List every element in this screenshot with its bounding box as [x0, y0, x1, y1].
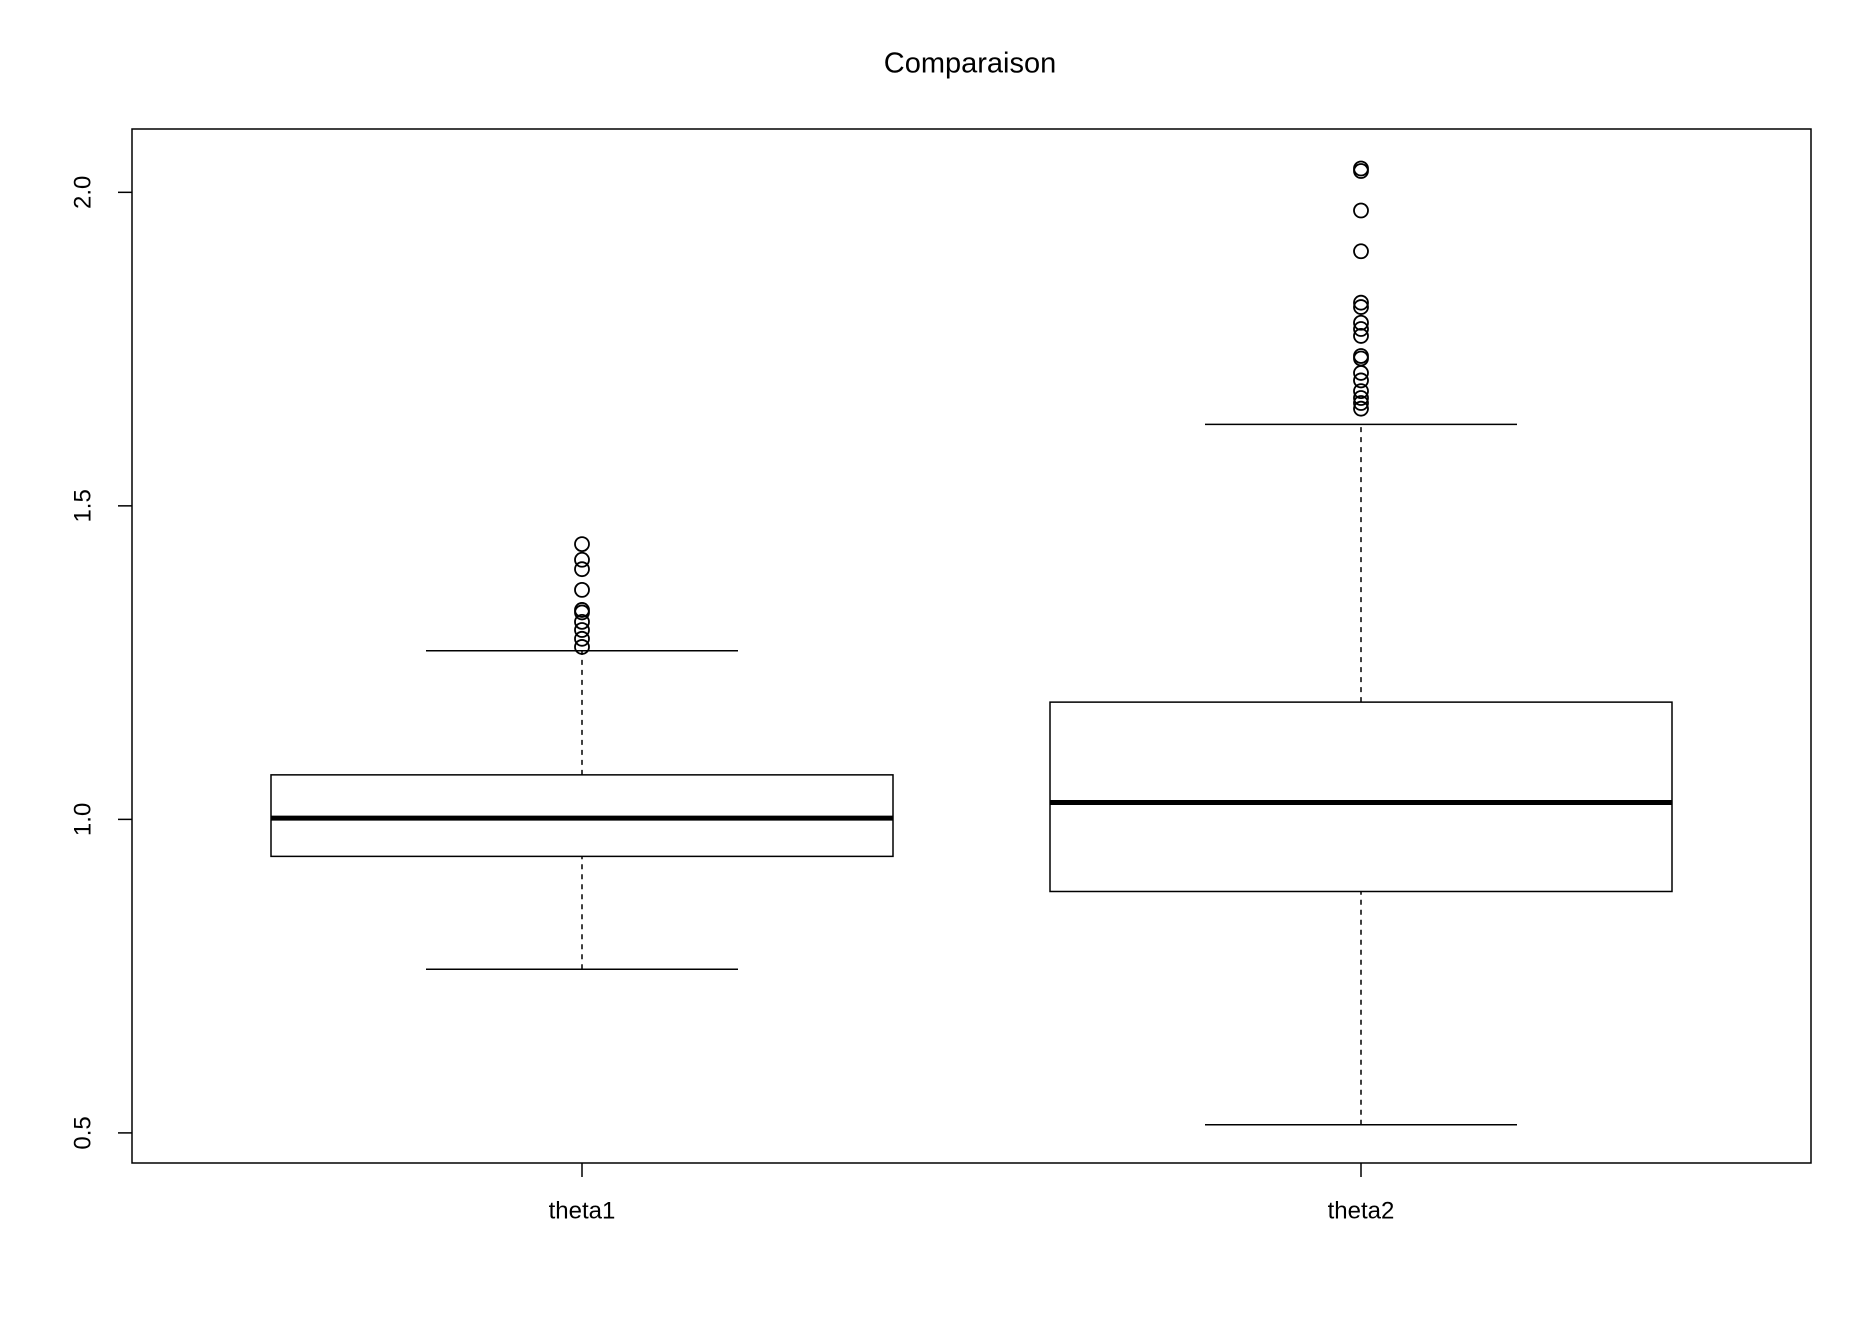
outlier	[1353, 372, 1369, 389]
outlier	[1353, 299, 1369, 315]
x-tick-label: theta2	[1328, 1197, 1395, 1224]
y-tick-label: 0.5	[69, 1116, 96, 1149]
outlier	[1353, 202, 1369, 219]
outlier	[1353, 294, 1369, 311]
outlier	[574, 561, 590, 578]
outlier	[574, 604, 590, 621]
outlier	[1353, 395, 1369, 411]
box	[1049, 701, 1673, 893]
box	[270, 774, 894, 858]
outlier	[1353, 365, 1369, 381]
y-tick-label: 1.5	[69, 489, 96, 522]
outlier	[574, 581, 590, 598]
outlier	[574, 551, 590, 568]
outlier	[574, 613, 590, 630]
plot-frame	[131, 128, 1812, 1164]
y-tick-label: 2.0	[69, 176, 96, 209]
outlier	[1353, 321, 1369, 337]
outlier	[574, 639, 590, 655]
outlier	[1353, 163, 1369, 179]
outlier	[574, 622, 590, 638]
chart-title: Comparaison	[884, 48, 1056, 80]
outlier	[1353, 383, 1369, 400]
outlier	[1353, 390, 1369, 406]
outlier	[1353, 328, 1369, 344]
outlier	[574, 630, 590, 647]
outlier	[574, 536, 590, 553]
x-tick-label: theta1	[549, 1197, 616, 1224]
y-tick-label: 1.0	[69, 803, 96, 836]
outlier	[1353, 400, 1369, 417]
outlier	[1353, 243, 1369, 260]
